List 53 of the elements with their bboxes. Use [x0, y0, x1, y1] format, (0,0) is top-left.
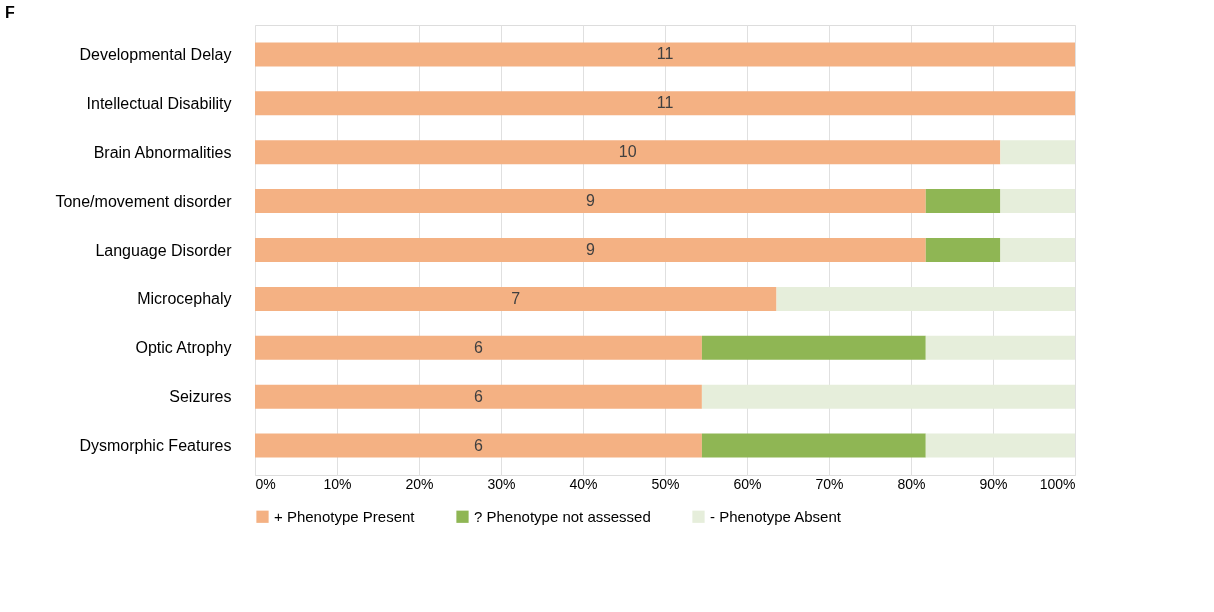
annotation: 9	[585, 192, 595, 210]
y-tick-label: Microcephaly	[137, 290, 232, 308]
x-tick-label: 90%	[979, 475, 1008, 492]
annotation: 6	[474, 387, 483, 405]
bar	[255, 286, 777, 311]
bar	[255, 238, 926, 262]
x-tick-label: 20%	[405, 475, 434, 492]
x-tick-label: 100%	[1039, 475, 1076, 492]
legend-label: + Phenotype Present	[274, 507, 416, 525]
x-tick-label: 50%	[651, 475, 680, 492]
bar	[1000, 189, 1075, 214]
x-tick-label: 40%	[569, 475, 598, 492]
bar	[925, 433, 1075, 458]
annotation: 11	[656, 94, 674, 112]
y-tick-label: Intellectual Disability	[86, 94, 232, 112]
x-tick-label: 10%	[323, 475, 352, 492]
x-tick-label: 30%	[487, 475, 516, 492]
bar	[701, 384, 1075, 409]
annotation: 6	[474, 436, 483, 454]
bar	[701, 335, 926, 360]
annotation: 6	[474, 338, 483, 356]
bar	[776, 286, 1075, 311]
annotation: 11	[656, 45, 674, 63]
y-tick-label: Developmental Delay	[79, 45, 232, 63]
bar	[255, 189, 926, 214]
bar	[255, 140, 1001, 165]
bar	[925, 335, 1075, 360]
legend-label: - Phenotype Absent	[710, 507, 842, 525]
x-tick-label: 60%	[733, 475, 762, 492]
annotation: 7	[511, 289, 521, 307]
bar	[255, 91, 1075, 116]
bar	[255, 335, 702, 360]
y-tick-label: Seizures	[169, 388, 232, 406]
text: F	[5, 4, 15, 21]
x-tick-label: 80%	[897, 475, 926, 492]
bar	[925, 189, 1001, 214]
bar	[255, 42, 1075, 67]
x-tick-label: 0%	[255, 475, 276, 492]
y-tick-label: Dysmorphic Features	[79, 437, 232, 455]
bar	[701, 433, 926, 458]
bar	[255, 384, 702, 409]
y-tick-label: Tone/movement disorder	[55, 192, 233, 210]
bar	[1000, 238, 1075, 262]
y-tick-label: Language Disorder	[95, 241, 233, 259]
bar	[255, 433, 702, 458]
bar	[925, 238, 1001, 262]
legend-label: ? Phenotype not assessed	[474, 507, 651, 525]
x-tick-label: 70%	[815, 475, 844, 492]
annotation: 10	[618, 143, 637, 161]
y-tick-label: Brain Abnormalities	[93, 143, 232, 161]
annotation: 9	[585, 241, 595, 258]
bar	[1000, 140, 1075, 165]
y-tick-label: Optic Atrophy	[135, 339, 232, 357]
